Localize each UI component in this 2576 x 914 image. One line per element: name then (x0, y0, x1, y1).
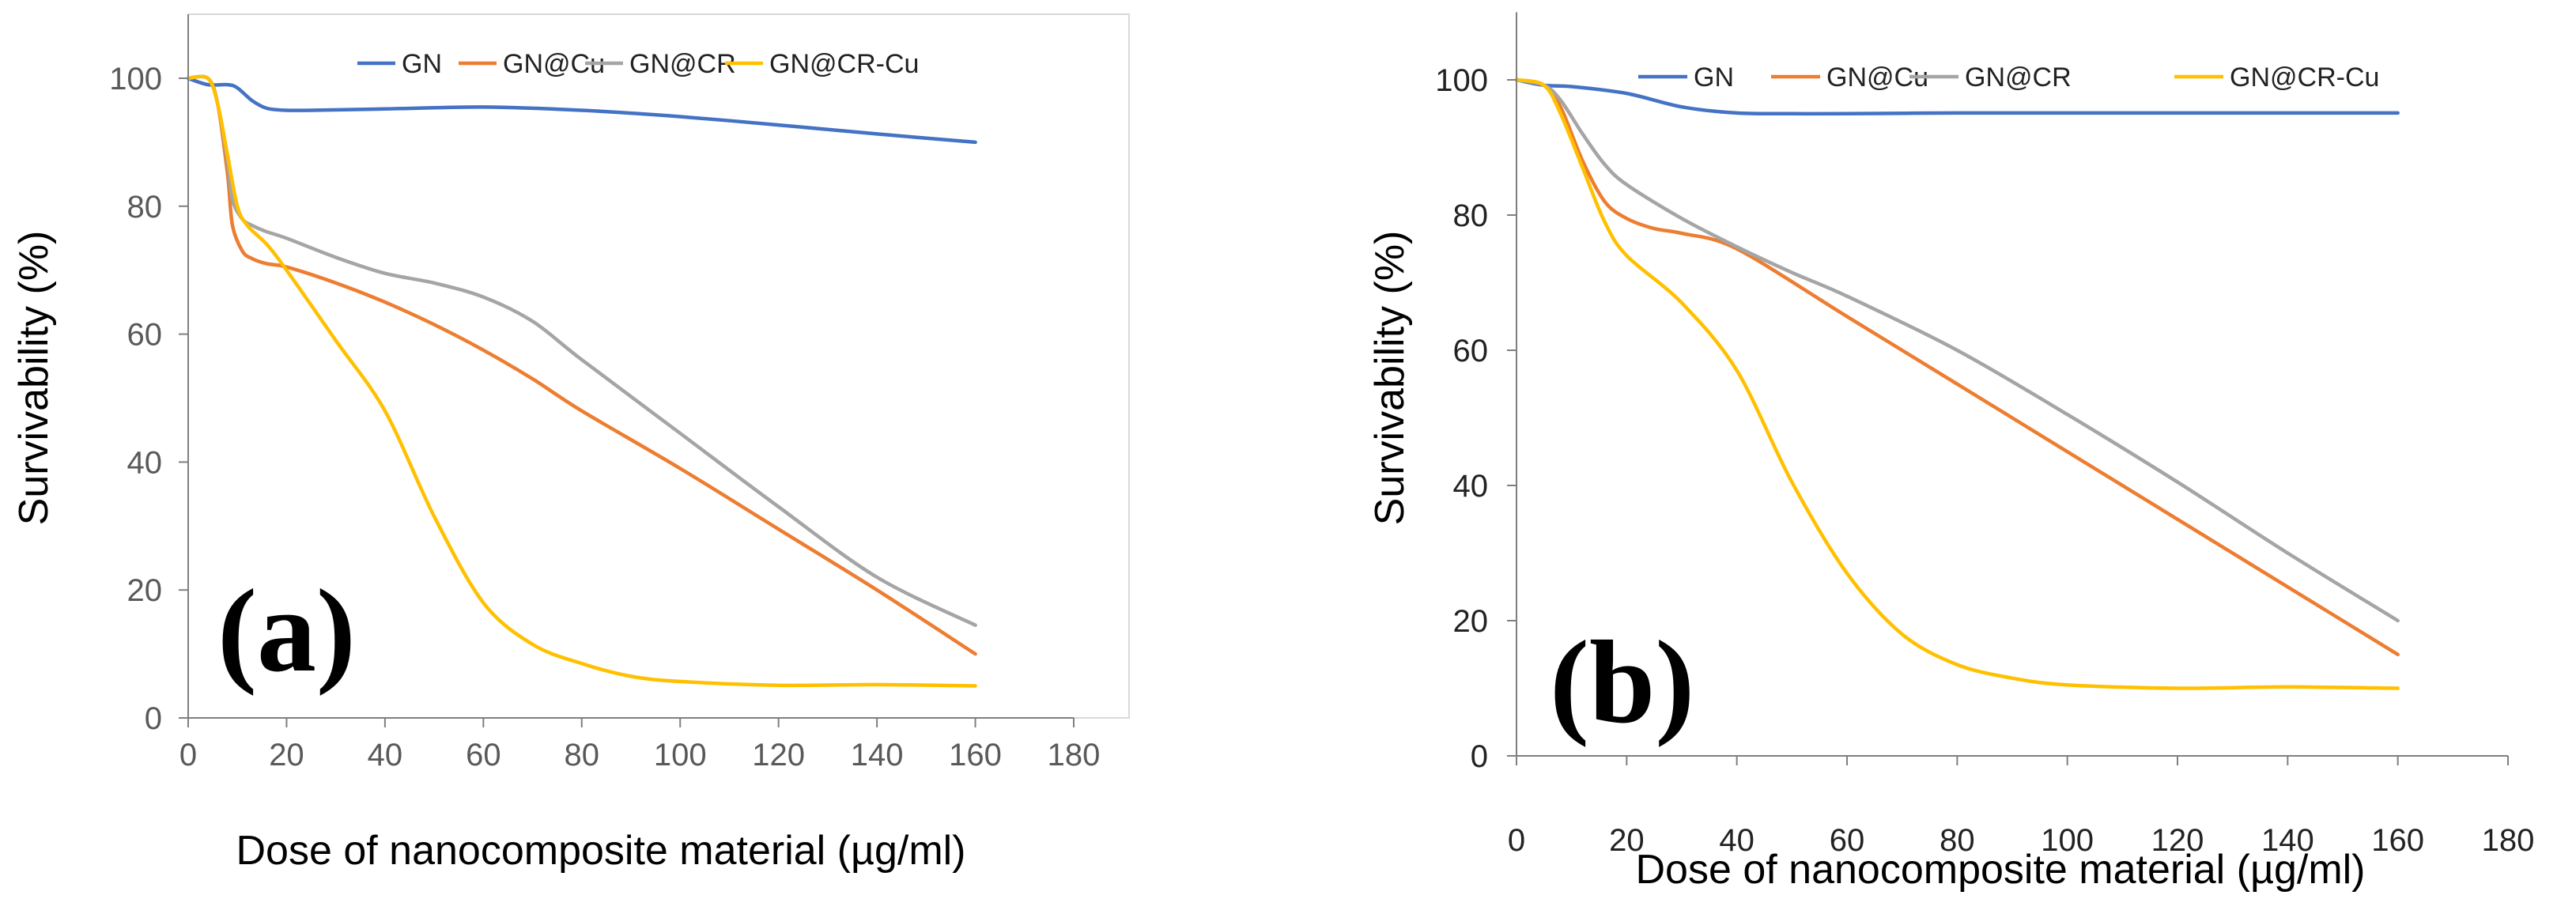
x-tick-label: 140 (2261, 823, 2314, 858)
legend-label-gn-cr: GN@CR (629, 49, 736, 79)
y-tick-label: 0 (1471, 739, 1488, 774)
legend-label-gn-cr-cu: GN@CR-Cu (769, 49, 919, 79)
x-tick-label: 60 (466, 738, 501, 772)
axes-group: 0 20 40 60 80 100 120 140 160 180 0 20 40 60 80 100 (1435, 12, 2535, 858)
x-tick-label: 180 (2482, 823, 2535, 858)
x-tick-label: 0 (1508, 823, 1525, 858)
y-tick-label: 60 (1453, 334, 1489, 368)
x-axis-title: Dose of nanocomposite material (µg/ml) (236, 828, 966, 874)
legend-label-gn: GN (1694, 62, 1734, 93)
series-line-gn (186, 76, 977, 145)
y-axis-title: Survivability (%) (11, 231, 57, 526)
x-tick-label: 0 (179, 738, 197, 772)
panel-label: (b) (1550, 617, 1694, 748)
y-tick-label: 100 (109, 62, 162, 96)
x-tick-label: 100 (654, 738, 707, 772)
x-tick-label: 120 (752, 738, 805, 772)
line-series-group (1514, 77, 2400, 690)
legend-label-gn: GN (402, 49, 442, 79)
legend-label-gn-cr: GN@CR (1965, 62, 2072, 93)
series-line-gn-cr-cu (1514, 77, 2400, 690)
x-tick-label: 120 (2151, 823, 2204, 858)
y-tick-label: 100 (1435, 63, 1488, 98)
x-tick-label: 160 (949, 738, 1002, 772)
x-tick-label: 80 (1940, 823, 1975, 858)
legend-label-gn-cr-cu: GN@CR-Cu (2230, 62, 2379, 93)
y-tick-label: 40 (127, 445, 163, 480)
y-tick-label: 20 (1453, 604, 1489, 639)
x-tick-label: 160 (2371, 823, 2424, 858)
x-tick-label: 40 (1719, 823, 1754, 858)
legend: GN GN@Cu GN@CR GN@CR-Cu (357, 49, 919, 79)
axes-group: 0 20 40 60 80 100 120 140 160 180 0 20 40 60 80 100 (109, 14, 1100, 772)
x-tick-label: 40 (368, 738, 403, 772)
x-tick-label: 60 (1830, 823, 1865, 858)
y-tick-label: 80 (127, 190, 163, 225)
x-tick-label: 80 (565, 738, 600, 772)
series-line-gn-cr-cu (186, 74, 977, 688)
x-tick-label: 20 (1609, 823, 1645, 858)
chart-panel-a: 0 20 40 60 80 100 120 140 160 180 0 20 40 60 80 100 GN G… (11, 13, 1130, 874)
x-tick-label: 140 (851, 738, 904, 772)
y-tick-label: 80 (1453, 198, 1489, 233)
y-tick-label: 20 (127, 573, 163, 608)
x-tick-label: 180 (1048, 738, 1101, 772)
x-axis-title: Dose of nanocomposite material (µg/ml) (1636, 847, 2366, 893)
chart-panel-b: 0 20 40 60 80 100 120 140 160 180 0 20 40 60 80 100 GN G… (1367, 12, 2535, 893)
legend: GN GN@Cu GN@CR GN@CR-Cu (1638, 62, 2379, 93)
x-tick-label: 100 (2041, 823, 2094, 858)
y-tick-label: 40 (1453, 469, 1489, 504)
series-line-gn (1514, 77, 2400, 116)
y-tick-label: 0 (145, 701, 162, 736)
y-axis-title: Survivability (%) (1367, 231, 1413, 526)
panel-label: (a) (217, 565, 356, 697)
x-tick-label: 20 (269, 738, 304, 772)
series-line-gn-cr (1514, 77, 2400, 623)
series-line-gn-cu (1514, 77, 2400, 657)
y-tick-label: 60 (127, 318, 163, 353)
line-series-group (186, 74, 977, 688)
